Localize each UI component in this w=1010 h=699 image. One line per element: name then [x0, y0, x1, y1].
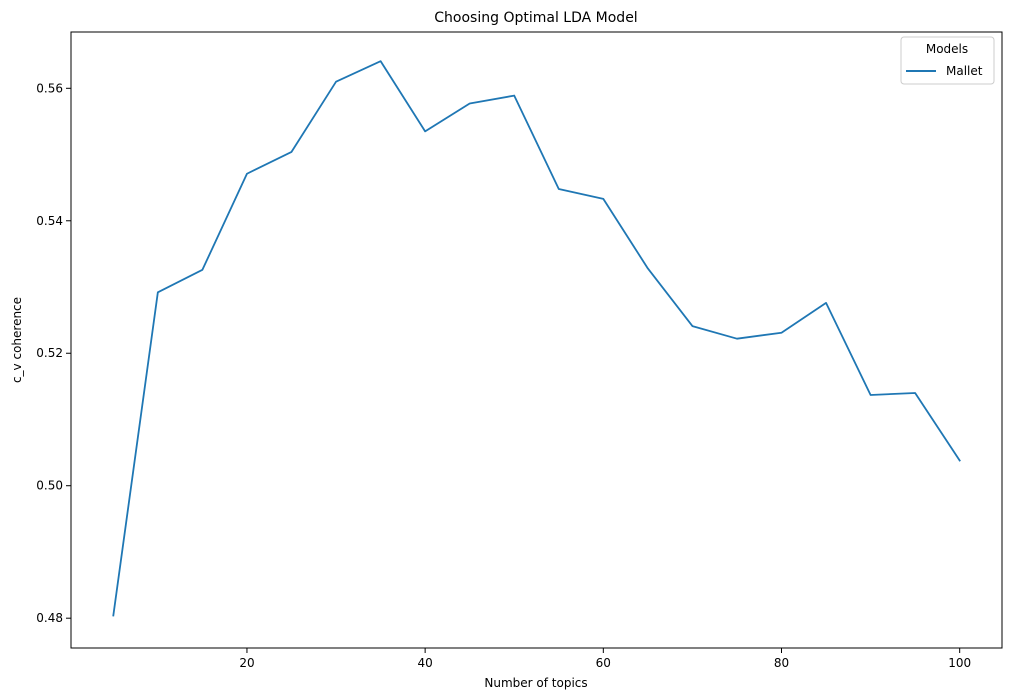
y-axis-label: c_v coherence: [10, 297, 24, 383]
y-tick-label: 0.52: [36, 346, 63, 360]
x-tick-label: 100: [948, 656, 971, 670]
legend-title: Models: [926, 42, 968, 56]
y-tick-label: 0.48: [36, 611, 63, 625]
y-tick-label: 0.50: [36, 479, 63, 493]
x-axis: 20 40 60 80 100: [239, 648, 971, 670]
series-line-mallet: [112, 60, 961, 617]
y-tick-label: 0.56: [36, 81, 63, 95]
x-tick-label: 20: [239, 656, 254, 670]
legend-label-mallet: Mallet: [946, 64, 983, 78]
x-tick-label: 80: [774, 656, 789, 670]
x-axis-label: Number of topics: [484, 676, 587, 690]
plot-frame: [70, 31, 1003, 649]
legend-box: [900, 36, 995, 85]
x-tick-label: 60: [596, 656, 611, 670]
legend: Models Mallet: [900, 36, 995, 85]
y-tick-label: 0.54: [36, 214, 63, 228]
chart-title: Choosing Optimal LDA Model: [434, 10, 637, 26]
y-axis: 0.48 0.50 0.52 0.54 0.56: [36, 81, 71, 625]
plot-area: [112, 60, 961, 617]
x-tick-label: 40: [417, 656, 432, 670]
